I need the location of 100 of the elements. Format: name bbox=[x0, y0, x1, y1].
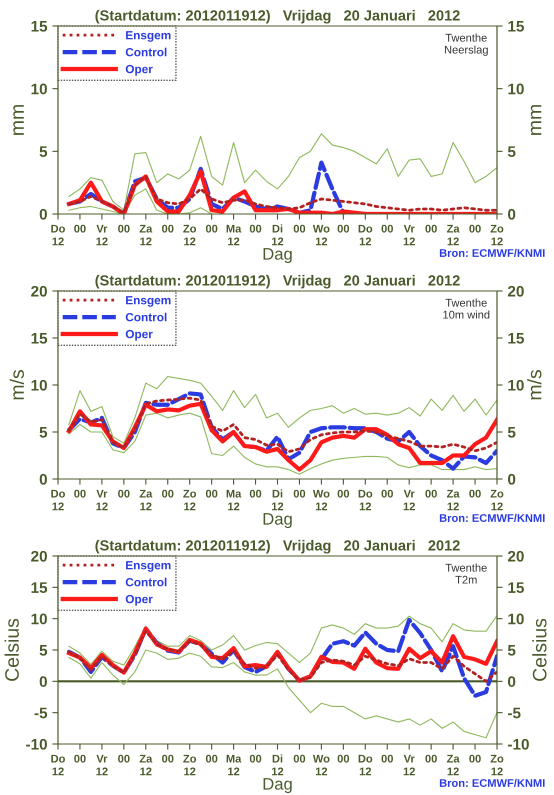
line-series bbox=[68, 614, 497, 666]
x-tick-label: Do 12 bbox=[51, 490, 65, 510]
x-tick-label: 00 bbox=[118, 490, 130, 498]
y2-tick-label: 20 bbox=[508, 550, 524, 562]
x-tick-label: Vr 12 bbox=[404, 490, 415, 510]
y2-tick-label: 15 bbox=[508, 21, 524, 32]
legend-label: Ensgem bbox=[126, 31, 170, 42]
y-tick-label: -10 bbox=[26, 738, 47, 750]
x-tick-label: 00 bbox=[382, 224, 393, 233]
y2-tick-label: 5 bbox=[508, 146, 516, 158]
legend-label: Ensgem bbox=[126, 296, 170, 307]
legend-label: Oper bbox=[126, 64, 153, 76]
x-tick-label: Do 12 bbox=[358, 754, 372, 776]
x-tick-label: 00 bbox=[74, 224, 86, 233]
x-tick-label: Za 12 bbox=[446, 490, 460, 510]
y-tick-label: 5 bbox=[40, 146, 48, 158]
x-tick-label: Za 12 bbox=[140, 224, 152, 246]
line-series bbox=[68, 649, 497, 738]
y-tick-label: 15 bbox=[32, 333, 48, 344]
y2-tick-label: 10 bbox=[508, 614, 524, 624]
x-tick-label: 00 bbox=[250, 754, 262, 763]
x-tick-label: 00 bbox=[338, 224, 350, 233]
y-tick-label: 0 bbox=[40, 208, 47, 220]
y-axis-title: mm bbox=[13, 105, 24, 135]
y2-tick-label: 10 bbox=[508, 84, 524, 94]
y2-tick-label: 0 bbox=[508, 676, 516, 688]
x-tick-label: Wo 12 bbox=[312, 754, 330, 776]
y-tick-label: 0 bbox=[40, 676, 47, 688]
x-tick-label: 00 bbox=[250, 224, 262, 233]
x-tick-label: Zo 12 bbox=[490, 754, 504, 776]
x-tick-label: Za 12 bbox=[446, 754, 460, 776]
x-tick-label: 00 bbox=[469, 224, 481, 233]
x-tick-label: 00 bbox=[469, 754, 481, 763]
x-tick-label: Zo 12 bbox=[490, 490, 504, 510]
legend-label: Oper bbox=[126, 594, 153, 606]
x-tick-label: 00 bbox=[382, 490, 393, 498]
y-tick-label: 5 bbox=[40, 427, 48, 438]
x-tick-label: Vr 12 bbox=[404, 224, 415, 246]
chart-title: (Startdatum: 2012011912) Vrijdag 20 Januari 2012 bbox=[95, 10, 460, 24]
x-tick-label: 00 bbox=[74, 490, 86, 498]
x-tick-label: Vr 12 bbox=[404, 754, 415, 776]
x-tick-label: Ma 12 bbox=[226, 754, 242, 776]
x-tick-label: 00 bbox=[294, 754, 306, 763]
text: Bron: ECMWF/KNMI bbox=[440, 778, 545, 788]
line-series bbox=[68, 376, 497, 444]
x-tick-label: 00 bbox=[338, 754, 350, 763]
x-tick-label: Zo 12 bbox=[490, 224, 504, 246]
annotation: Twenthe 10m wind bbox=[443, 298, 490, 319]
y-tick-label: 15 bbox=[32, 21, 48, 32]
x-tick-label: 00 bbox=[425, 490, 437, 498]
x-tick-label: 00 bbox=[206, 224, 218, 233]
y2-axis-title: m/s bbox=[527, 370, 542, 400]
y2-tick-label: 0 bbox=[508, 208, 516, 220]
x-tick-label: 00 bbox=[118, 754, 130, 763]
y2-tick-label: 5 bbox=[508, 645, 516, 656]
x-tick-label: Do 12 bbox=[51, 754, 65, 776]
x-tick-label: 00 bbox=[74, 754, 86, 763]
x-tick-label: Do 12 bbox=[51, 224, 65, 246]
x-tick-label: Do 12 bbox=[358, 490, 372, 510]
y2-tick-label: -5 bbox=[508, 708, 521, 718]
y-tick-label: 0 bbox=[40, 474, 47, 485]
y2-tick-label: 5 bbox=[508, 427, 516, 438]
line-series bbox=[68, 412, 497, 475]
y2-tick-label: 0 bbox=[508, 474, 516, 485]
y-tick-label: -5 bbox=[34, 708, 48, 718]
y2-axis-title: mm bbox=[530, 105, 542, 135]
x-tick-label: Vr 12 bbox=[96, 224, 108, 246]
x-tick-label: 00 bbox=[162, 224, 174, 233]
x-tick-label: Di 12 bbox=[272, 489, 284, 510]
y-tick-label: 15 bbox=[32, 582, 48, 594]
x-tick-label: 00 bbox=[206, 754, 218, 763]
x-axis-title: Dag bbox=[264, 513, 292, 528]
x-tick-label: 00 bbox=[294, 490, 306, 498]
y-tick-label: 20 bbox=[31, 286, 47, 297]
x-tick-label: Wo 12 bbox=[312, 224, 330, 246]
x-tick-label: 00 bbox=[162, 490, 174, 498]
y2-tick-label: -10 bbox=[508, 738, 529, 750]
y-axis-title: Celsius bbox=[4, 618, 19, 681]
chart-title: (Startdatum: 2012011912) Vrijdag 20 Januari 2012 bbox=[95, 540, 460, 554]
chart-title: (Startdatum: 2012011912) Vrijdag 20 Januari 2012 bbox=[95, 274, 460, 289]
x-tick-label: 00 bbox=[382, 754, 393, 763]
x-tick-label: Za 12 bbox=[140, 490, 152, 510]
annotation: Twenthe T2m bbox=[446, 564, 487, 584]
x-tick-label: Za 12 bbox=[446, 224, 460, 246]
y-tick-label: 10 bbox=[32, 84, 47, 94]
x-tick-label: 00 bbox=[338, 490, 350, 498]
text: Bron: ECMWF/KNMI bbox=[440, 514, 545, 522]
legend-label: Control bbox=[126, 48, 166, 56]
x-tick-label: Zo 12 bbox=[183, 224, 196, 246]
x-tick-label: Di 12 bbox=[272, 224, 284, 246]
x-tick-label: 00 bbox=[425, 754, 437, 763]
x-tick-label: Wo 12 bbox=[312, 490, 330, 510]
x-tick-label: Ma 12 bbox=[226, 490, 242, 510]
x-tick-label: Zo 12 bbox=[183, 490, 196, 510]
y-tick-label: 5 bbox=[40, 645, 48, 656]
y2-tick-label: 10 bbox=[508, 380, 524, 391]
y2-tick-label: 15 bbox=[508, 333, 524, 344]
text: Bron: ECMWF/KNMI bbox=[440, 248, 545, 258]
x-tick-label: Do 12 bbox=[358, 224, 372, 246]
line-series bbox=[68, 133, 497, 211]
